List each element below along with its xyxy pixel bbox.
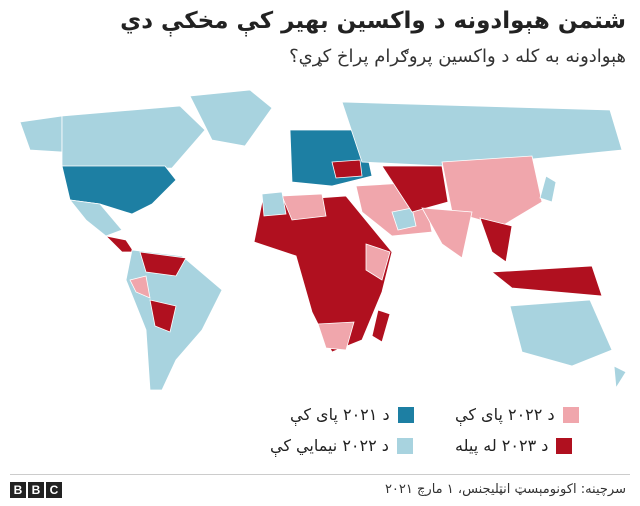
morocco <box>261 191 287 217</box>
legend-label: د ۲۰۲۳ له پیله <box>455 436 549 455</box>
subtitle: هېوادونه به کله د واکسين پروګرام پراخ کړ… <box>289 46 626 67</box>
ukraine <box>331 159 363 179</box>
australia <box>509 299 613 367</box>
legend-label: د ۲۰۲۲ پای کې <box>455 405 555 424</box>
madagascar <box>371 309 391 343</box>
world-map <box>19 89 627 391</box>
east-africa <box>365 243 391 281</box>
venezuela-colombia <box>139 251 187 277</box>
legend-label: د ۲۰۲۱ پای کې <box>290 405 390 424</box>
central-america <box>104 235 135 253</box>
logo-letter: C <box>46 482 62 498</box>
india <box>421 207 473 259</box>
legend-swatch <box>397 406 414 423</box>
canada <box>61 105 206 171</box>
logo-letter: B <box>10 482 26 498</box>
indonesia <box>490 265 603 297</box>
legend-swatch <box>396 437 413 454</box>
legend-item: د ۲۰۲۲ پای کې <box>455 405 579 424</box>
legend-label: د ۲۰۲۲ نیمايي کې <box>270 436 389 455</box>
mexico <box>69 199 123 237</box>
legend-item: د ۲۰۲۲ نیمايي کې <box>270 436 413 455</box>
alaska <box>19 115 63 153</box>
south-africa <box>317 321 355 351</box>
new-zealand <box>613 365 627 390</box>
logo-letter: B <box>28 482 44 498</box>
bolivia <box>149 299 177 333</box>
legend-swatch <box>562 406 579 423</box>
legend-item: د ۲۰۲۱ پای کې <box>290 405 414 424</box>
south-america <box>125 249 223 391</box>
gulf <box>391 207 417 231</box>
china <box>441 155 543 227</box>
japan <box>539 175 557 203</box>
peru <box>129 275 151 299</box>
legend-item: د ۲۰۲۳ له پیله <box>455 436 573 455</box>
divider <box>10 474 630 475</box>
source: سرچینه: اکونومېسټ انټلیجنس، ۱ مارچ ۲۰۲۱ <box>384 482 626 497</box>
bbc-logo: B B C <box>10 482 62 498</box>
north-africa <box>281 193 327 221</box>
central-asia <box>381 165 449 213</box>
greenland <box>189 89 273 147</box>
southeast-asia <box>479 217 513 263</box>
title: شتمن هېوادونه د واکسين بهير کې مخکې دي <box>120 8 626 34</box>
russia <box>341 101 623 167</box>
legend-swatch <box>556 437 573 454</box>
